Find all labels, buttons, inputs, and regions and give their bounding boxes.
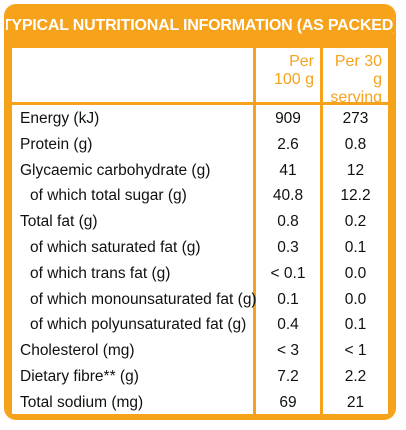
row-value-per-100g: 69 bbox=[279, 393, 297, 411]
row-value-per-serving: 21 bbox=[346, 393, 365, 411]
row-value-per-100g: 41 bbox=[279, 161, 297, 179]
row-value-per-serving: 0.0 bbox=[344, 290, 367, 308]
row-value-per-serving: 0.2 bbox=[344, 213, 367, 231]
per-100g-header: Per 100 g bbox=[256, 48, 320, 102]
label-header-cell bbox=[12, 48, 253, 102]
panel-title: TYPICAL NUTRITIONAL INFORMATION (AS PACK… bbox=[4, 17, 396, 34]
row-value-per-100g: 0.4 bbox=[277, 316, 299, 334]
row-label: Energy (kJ) bbox=[20, 110, 100, 127]
row-value-per-serving: 0.1 bbox=[344, 239, 367, 256]
per-serving-column bbox=[323, 105, 388, 414]
row-label: Total fat (g) bbox=[20, 213, 98, 231]
label-column bbox=[12, 105, 253, 414]
row-value-per-100g: 7.2 bbox=[277, 368, 299, 385]
per-serving-header-line2: serving bbox=[330, 89, 382, 106]
row-value-per-serving: 12.2 bbox=[340, 187, 371, 205]
row-value-per-serving: < 1 bbox=[344, 342, 367, 360]
row-value-per-serving: 2.2 bbox=[344, 368, 367, 385]
row-value-per-serving: 0.1 bbox=[344, 316, 367, 334]
row-label: Total sodium (mg) bbox=[20, 393, 144, 411]
per-100g-header-line1: Per bbox=[289, 53, 314, 70]
row-value-per-serving: 12 bbox=[346, 161, 365, 179]
row-label: Glycaemic carbohydrate (g) bbox=[20, 161, 211, 179]
row-value-per-100g: 909 bbox=[275, 110, 301, 127]
row-value-per-100g: 0.3 bbox=[277, 239, 299, 256]
row-value-per-100g: < 0.1 bbox=[270, 264, 306, 282]
row-value-per-100g: < 3 bbox=[277, 342, 299, 360]
row-label: of which monounsaturated fat (g) bbox=[30, 290, 257, 308]
per-100g-column bbox=[256, 105, 320, 414]
nutrition-panel: TYPICAL NUTRITIONAL INFORMATION (AS PACK… bbox=[4, 4, 396, 420]
row-label: of which total sugar (g) bbox=[30, 187, 187, 205]
row-value-per-serving: 273 bbox=[342, 110, 369, 127]
row-label: of which trans fat (g) bbox=[30, 264, 171, 282]
row-value-per-100g: 40.8 bbox=[272, 187, 304, 205]
row-label: Cholesterol (mg) bbox=[20, 342, 135, 360]
per-100g-header-line2: 100 g bbox=[273, 71, 314, 88]
per-serving-header-line1: Per 30 g bbox=[334, 53, 382, 88]
per-serving-header: Per 30 g serving bbox=[323, 48, 388, 106]
row-value-per-serving: 0.0 bbox=[344, 264, 367, 282]
row-label: Protein (g) bbox=[20, 135, 93, 153]
row-label: Dietary fibre** (g) bbox=[20, 368, 139, 385]
row-value-per-100g: 0.1 bbox=[277, 290, 299, 308]
row-value-per-100g: 2.6 bbox=[277, 135, 299, 153]
row-label: of which saturated fat (g) bbox=[30, 239, 201, 256]
row-value-per-100g: 0.8 bbox=[277, 213, 299, 231]
row-label: of which polyunsaturated fat (g) bbox=[30, 316, 247, 334]
nutrition-table: Per 100 g Per 30 g serving Energy (kJ) 90… bbox=[12, 48, 388, 414]
row-value-per-serving: 0.8 bbox=[344, 135, 367, 153]
